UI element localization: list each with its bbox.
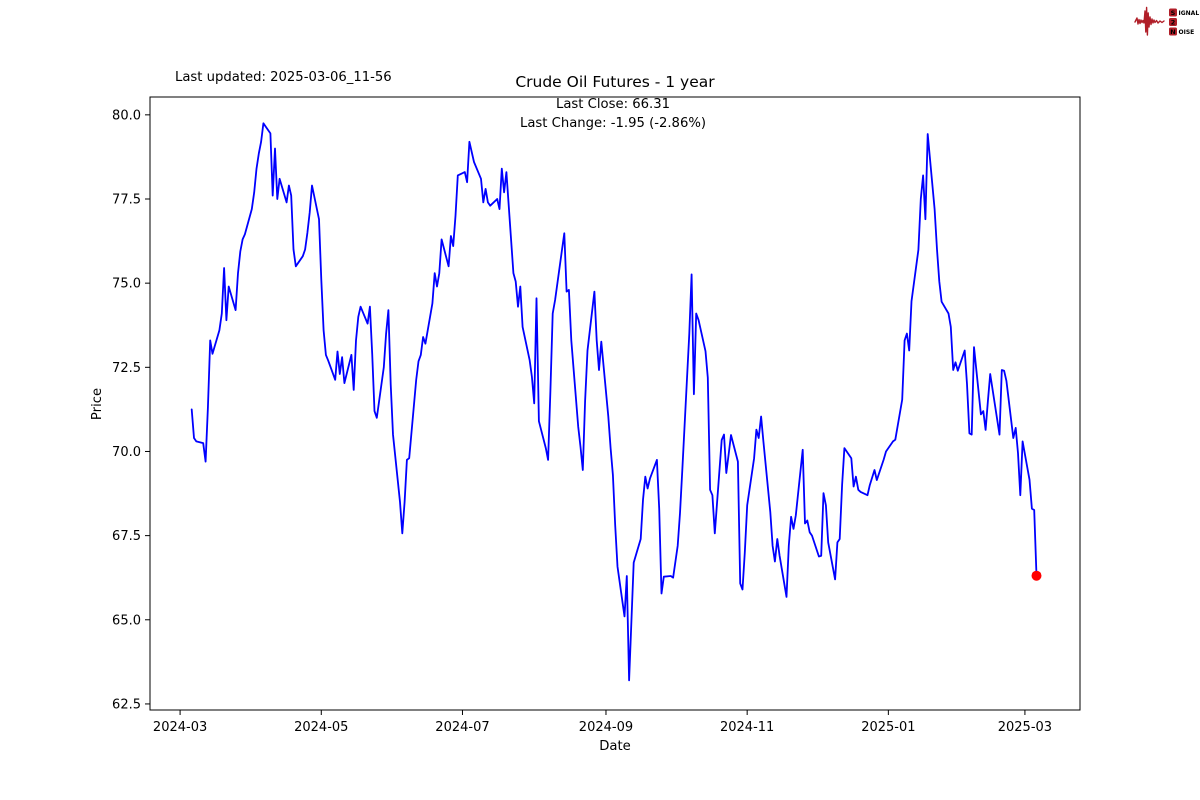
y-tick-label: 72.5 [112, 361, 141, 376]
y-tick-label: 80.0 [112, 108, 141, 123]
x-tick-label: 2024-07 [435, 720, 489, 735]
logo-letter-2: 2 [1171, 19, 1176, 27]
last-close-marker [1031, 570, 1042, 581]
logo-text-oise: OISE [1179, 29, 1195, 36]
x-tick-label: 2024-09 [579, 720, 633, 735]
annotation-last-close: Last Close: 66.31 [556, 97, 670, 112]
y-tick-label: 70.0 [112, 445, 141, 460]
x-tick-label: 2024-05 [294, 720, 348, 735]
x-tick-label: 2025-01 [861, 720, 915, 735]
plot-border [149, 96, 1081, 711]
x-tick-label: 2024-11 [720, 720, 774, 735]
plot-area: 2024-03 2024-05 2024-07 2024-09 2024-11 2025-… [112, 108, 1052, 735]
logo-letter-n: N [1170, 28, 1175, 36]
chart-title: Crude Oil Futures - 1 year [515, 73, 715, 91]
logo-letterbox-s [1169, 8, 1177, 17]
y-tick-label: 62.5 [112, 697, 141, 712]
x-axis-label: Date [599, 739, 631, 754]
signal2noise-logo: S IGNAL 2 N OISE [1134, 6, 1200, 36]
y-tick-label: 65.0 [112, 613, 141, 628]
x-tick-label: 2025-03 [998, 720, 1052, 735]
annotation-last-change: Last Change: -1.95 (-2.86%) [520, 116, 706, 131]
y-axis-label: Price [90, 388, 105, 420]
logo-letterbox-2 [1169, 18, 1177, 26]
price-line [190, 122, 1038, 682]
y-tick-label: 67.5 [112, 529, 141, 544]
x-tick-label: 2024-03 [153, 720, 207, 735]
last-updated-label: Last updated: 2025-03-06_11-56 [175, 70, 392, 85]
y-tick-label: 77.5 [112, 192, 141, 207]
waveform-icon [1134, 6, 1165, 36]
y-tick-label: 75.0 [112, 277, 141, 292]
logo-text-ignal: IGNAL [1179, 10, 1200, 17]
logo-letter-s: S [1171, 9, 1176, 17]
logo-letterbox-n [1169, 27, 1177, 36]
